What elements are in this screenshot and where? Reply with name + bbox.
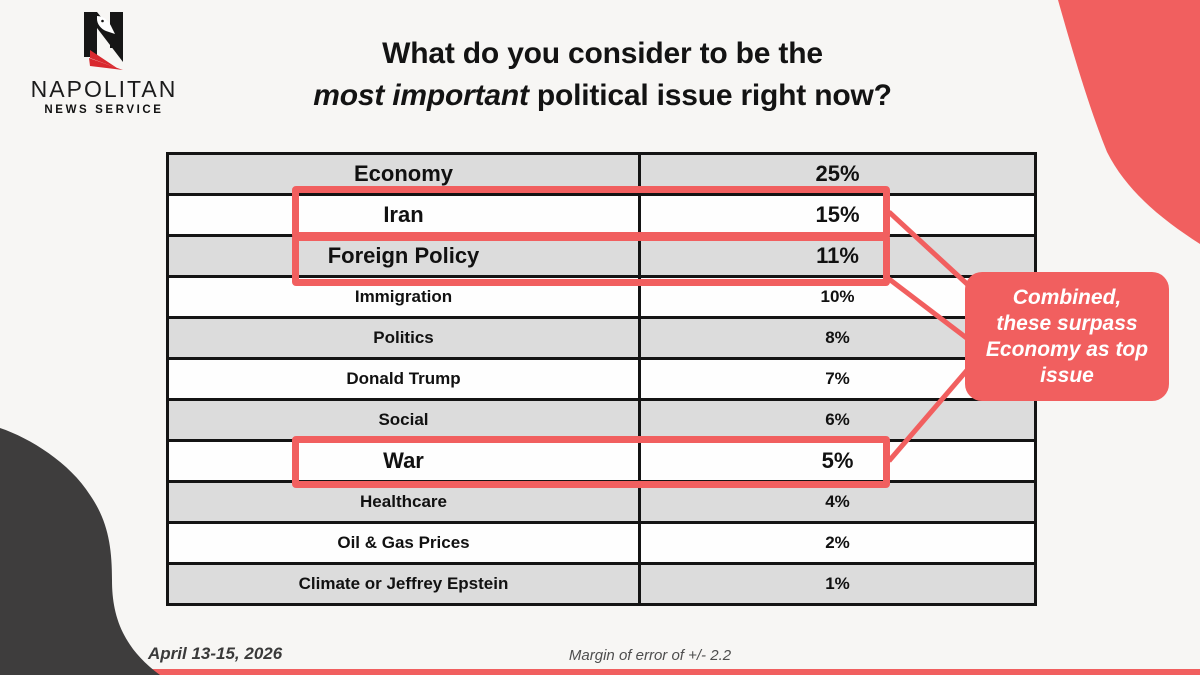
issue-value: 7% [825,369,850,388]
napolitan-eagle-n-icon [84,12,123,70]
page-title: What do you consider to be the most impo… [200,33,1005,117]
issue-label: Foreign Policy [169,237,641,275]
issue-label: Donald Trump [169,360,641,398]
table-row: Donald Trump 7% [169,357,1034,398]
top-right-blob-shape [1058,0,1200,244]
issue-label: Healthcare [169,483,641,521]
issue-value: 5% [821,448,854,473]
brand-tagline: NEWS SERVICE [44,104,164,116]
issue-label: Immigration [169,278,641,316]
margin-of-error-note: Margin of error of +/- 2.2 [568,647,732,664]
highlight-box-iran [292,186,890,239]
issue-value: 1% [825,574,850,593]
highlight-box-war [292,436,890,488]
title-emphasis: most important [313,79,529,112]
title-line1: What do you consider to be the [382,37,823,70]
brand-name: NAPOLITAN [30,76,178,102]
issue-label: Social [169,401,641,439]
table-row: Politics 8% [169,316,1034,357]
brand-logo: NAPOLITAN NEWS SERVICE [24,12,184,116]
issue-label: Economy [169,155,641,193]
issue-label: Iran [169,196,641,234]
table-row: Climate or Jeffrey Epstein 1% [169,562,1034,603]
title-line2-rest: political issue right now? [528,79,892,112]
issue-label: War [169,442,641,480]
highlight-box-foreign-policy [292,234,890,286]
survey-date: April 13-15, 2026 [148,644,283,663]
issue-value: 10% [820,287,855,306]
callout-annotation: Combined, these surpass Economy as top i… [965,272,1169,401]
issue-value: 6% [825,410,850,429]
issue-label: Climate or Jeffrey Epstein [169,565,641,603]
issue-value: 2% [825,533,850,552]
table-row: Oil & Gas Prices 2% [169,521,1034,562]
bottom-left-blob-shape [0,428,160,675]
issue-value: 4% [825,492,850,511]
issue-value: 8% [825,328,850,347]
issue-label: Politics [169,319,641,357]
bottom-accent-bar [0,669,1200,675]
issue-value: 25% [815,161,860,186]
issue-value: 15% [815,202,860,227]
table-row: Social 6% [169,398,1034,439]
issue-value: 11% [816,243,859,268]
issue-label: Oil & Gas Prices [169,524,641,562]
